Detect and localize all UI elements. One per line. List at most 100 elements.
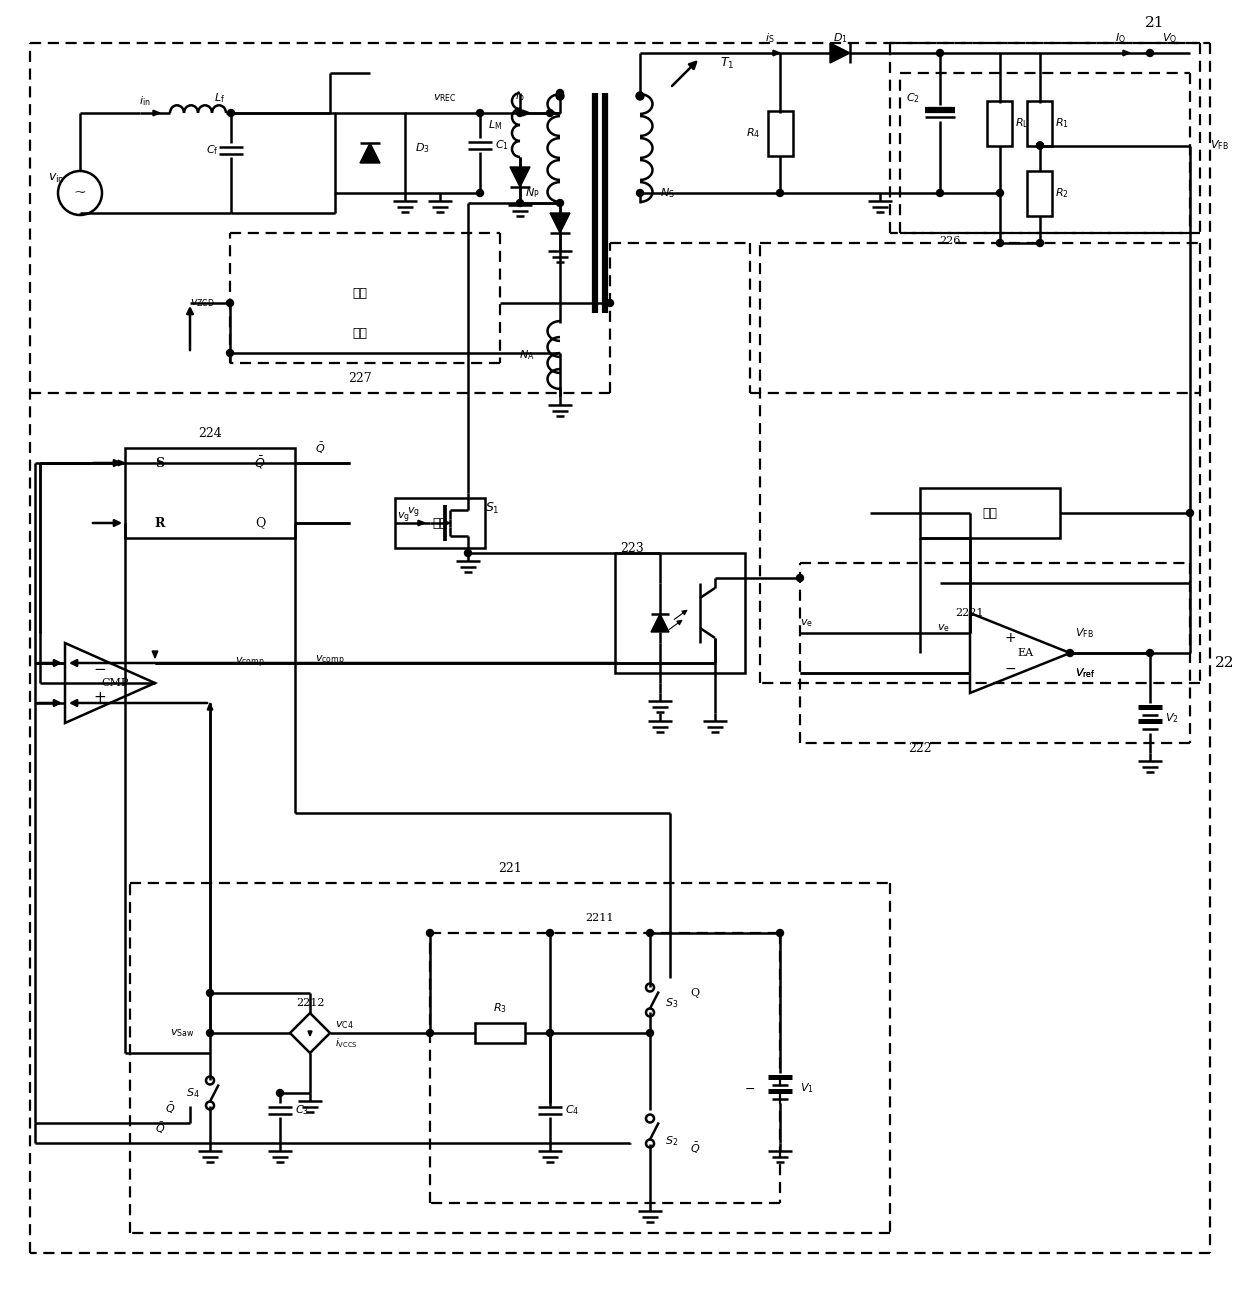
Text: $C_3$: $C_3$ [295,1103,309,1117]
Circle shape [1066,650,1074,656]
Text: 检测: 检测 [352,327,367,340]
Text: $i_{\rm S}$: $i_{\rm S}$ [765,32,775,45]
Polygon shape [830,43,849,63]
Circle shape [997,239,1003,247]
Text: $\bar{Q}$: $\bar{Q}$ [315,440,325,456]
Text: $-$: $-$ [1004,660,1016,675]
Text: 2211: 2211 [585,913,614,923]
Text: $+$: $+$ [93,691,107,705]
Text: $L_{\rm f}$: $L_{\rm f}$ [215,91,226,105]
Text: $V_{\rm ref}$: $V_{\rm ref}$ [1075,666,1096,680]
Text: 21: 21 [1146,16,1164,30]
Circle shape [1147,50,1153,56]
Text: CMP: CMP [102,678,129,688]
Circle shape [227,299,233,306]
Circle shape [606,299,614,306]
Circle shape [476,109,484,117]
Text: $V_{\rm O}$: $V_{\rm O}$ [1162,32,1178,45]
Polygon shape [308,1031,312,1036]
Circle shape [776,930,784,936]
Bar [475,1023,525,1043]
Text: $-$: $-$ [93,660,107,675]
Text: $C_{\rm f}$: $C_{\rm f}$ [206,143,219,156]
Polygon shape [418,520,425,525]
Text: $R_4$: $R_4$ [745,126,760,140]
Text: $\bar{Q}$: $\bar{Q}$ [689,1141,701,1155]
Circle shape [465,550,471,557]
Circle shape [1037,142,1044,148]
Bar [1028,171,1053,215]
Polygon shape [360,143,379,163]
Polygon shape [153,651,157,658]
Circle shape [476,189,484,197]
Text: $V_2$: $V_2$ [1166,712,1179,725]
Text: $S_1$: $S_1$ [485,500,500,516]
Polygon shape [523,110,529,116]
Circle shape [517,109,523,117]
Text: $S_3$: $S_3$ [665,997,678,1010]
Text: $N_{\rm S}$: $N_{\rm S}$ [660,186,675,200]
Text: $v_{\rm ZCD}$: $v_{\rm ZCD}$ [190,297,215,309]
Circle shape [277,1090,284,1096]
Text: $R_1$: $R_1$ [1055,116,1069,130]
Circle shape [547,1029,553,1036]
Polygon shape [445,521,450,525]
Circle shape [557,89,563,96]
Circle shape [636,189,644,197]
Text: $v_{\rm g}$: $v_{\rm g}$ [407,506,420,520]
Text: $v_{\rm comp}$: $v_{\rm comp}$ [315,654,345,668]
Text: S: S [155,457,165,470]
Text: R: R [155,516,165,529]
Polygon shape [207,702,213,710]
Polygon shape [1123,50,1130,55]
Text: $L_{\rm M}$: $L_{\rm M}$ [487,118,502,131]
Text: $v_{\rm comp}$: $v_{\rm comp}$ [236,655,265,670]
Text: 补偿: 补偿 [982,507,997,520]
Text: 227: 227 [348,372,372,385]
Text: $i_{\rm in}$: $i_{\rm in}$ [139,95,151,108]
Text: 223: 223 [620,541,644,554]
Circle shape [227,349,233,357]
Text: $I_{\rm O}$: $I_{\rm O}$ [1115,32,1126,45]
Polygon shape [773,50,780,55]
Circle shape [1037,239,1044,247]
Text: $S_2$: $S_2$ [665,1134,678,1148]
Circle shape [936,50,944,56]
Text: $T_1$: $T_1$ [720,55,734,71]
Circle shape [646,930,653,936]
Text: $R_{\rm L}$: $R_{\rm L}$ [1016,116,1029,130]
Text: 226: 226 [940,236,961,246]
Text: $\bar{Q}$: $\bar{Q}$ [165,1100,175,1116]
Circle shape [646,1029,653,1036]
Text: $N_{\rm A}$: $N_{\rm A}$ [520,348,534,362]
Text: $i_{\rm p}$: $i_{\rm p}$ [515,89,525,106]
Text: $v_{\rm Saw}$: $v_{\rm Saw}$ [170,1027,195,1039]
Circle shape [547,930,553,936]
Text: 222: 222 [908,742,931,755]
Bar [768,110,792,155]
Text: 221: 221 [498,861,522,874]
Circle shape [557,200,563,206]
Text: $+$: $+$ [1004,632,1016,645]
Bar [396,498,485,548]
Text: $V_{\rm FB}$: $V_{\rm FB}$ [1075,626,1094,639]
Text: EA: EA [1017,649,1033,658]
Bar [920,488,1060,538]
Text: $C_2$: $C_2$ [906,91,920,105]
Text: $R_2$: $R_2$ [1055,186,1069,200]
Bar [615,553,745,674]
Circle shape [227,109,234,117]
Text: $v_{\rm e}$: $v_{\rm e}$ [937,622,950,634]
Text: $v_{\rm in}$: $v_{\rm in}$ [48,172,64,185]
Text: $v_{\rm C4}$: $v_{\rm C4}$ [335,1019,353,1031]
Circle shape [997,189,1003,197]
Circle shape [207,990,213,997]
Text: $D_1$: $D_1$ [832,32,847,45]
Circle shape [427,930,434,936]
Circle shape [1147,650,1153,656]
Text: ~: ~ [73,186,87,200]
Text: Q: Q [689,987,699,998]
Circle shape [207,1029,213,1036]
Text: $N_{\rm P}$: $N_{\rm P}$ [526,186,539,200]
Text: $-$: $-$ [744,1082,755,1095]
